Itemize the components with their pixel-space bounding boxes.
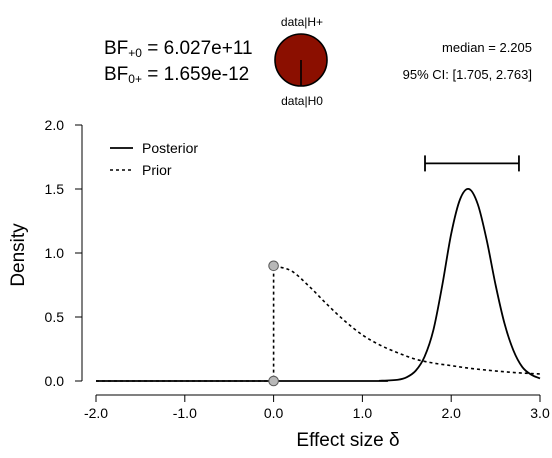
axes: -2.0 -1.0 0.0 1.0 2.0 3.0 0.0 0.5 1.0 1.5 2.0 — [45, 117, 550, 421]
y-tick-label: 2.0 — [45, 117, 65, 133]
wheel-bottom-label: data|H0 — [281, 94, 323, 108]
x-tick-label: 2.0 — [441, 405, 461, 421]
x-tick-label: 0.0 — [264, 405, 284, 421]
y-tick-label: 1.5 — [45, 181, 65, 197]
series-layer — [95, 187, 541, 387]
x-tick-label: 1.0 — [353, 405, 373, 421]
y-tick-label: 0.5 — [45, 309, 65, 325]
x-tick-label: 3.0 — [530, 405, 550, 421]
density-point — [268, 375, 279, 387]
y-axis-label: Density — [8, 223, 29, 287]
y-tick-label: 1.0 — [45, 245, 65, 261]
series-line-prior — [96, 264, 541, 382]
credible-interval-text: 95% CI: [1.705, 2.763] — [402, 67, 532, 82]
probability-wheel — [274, 33, 328, 87]
legend-label-prior: Prior — [142, 162, 172, 178]
legend-label-posterior: Posterior — [142, 140, 198, 156]
density-point — [268, 260, 279, 272]
y-tick-label: 0.0 — [45, 373, 65, 389]
wheel-top-label: data|H+ — [280, 15, 324, 29]
series-line-posterior — [95, 187, 541, 382]
x-axis-label: Effect size δ — [296, 430, 399, 451]
legend: Posterior Prior — [110, 140, 198, 178]
bf10-readout: BF+0 = 6.027e+11 — [104, 38, 253, 60]
bf01-readout: BF0+ = 1.659e-12 — [104, 64, 250, 86]
credible-interval — [424, 155, 520, 172]
x-tick-label: -2.0 — [84, 405, 108, 421]
x-tick-label: -1.0 — [173, 405, 197, 421]
median-text: median = 2.205 — [442, 40, 532, 55]
